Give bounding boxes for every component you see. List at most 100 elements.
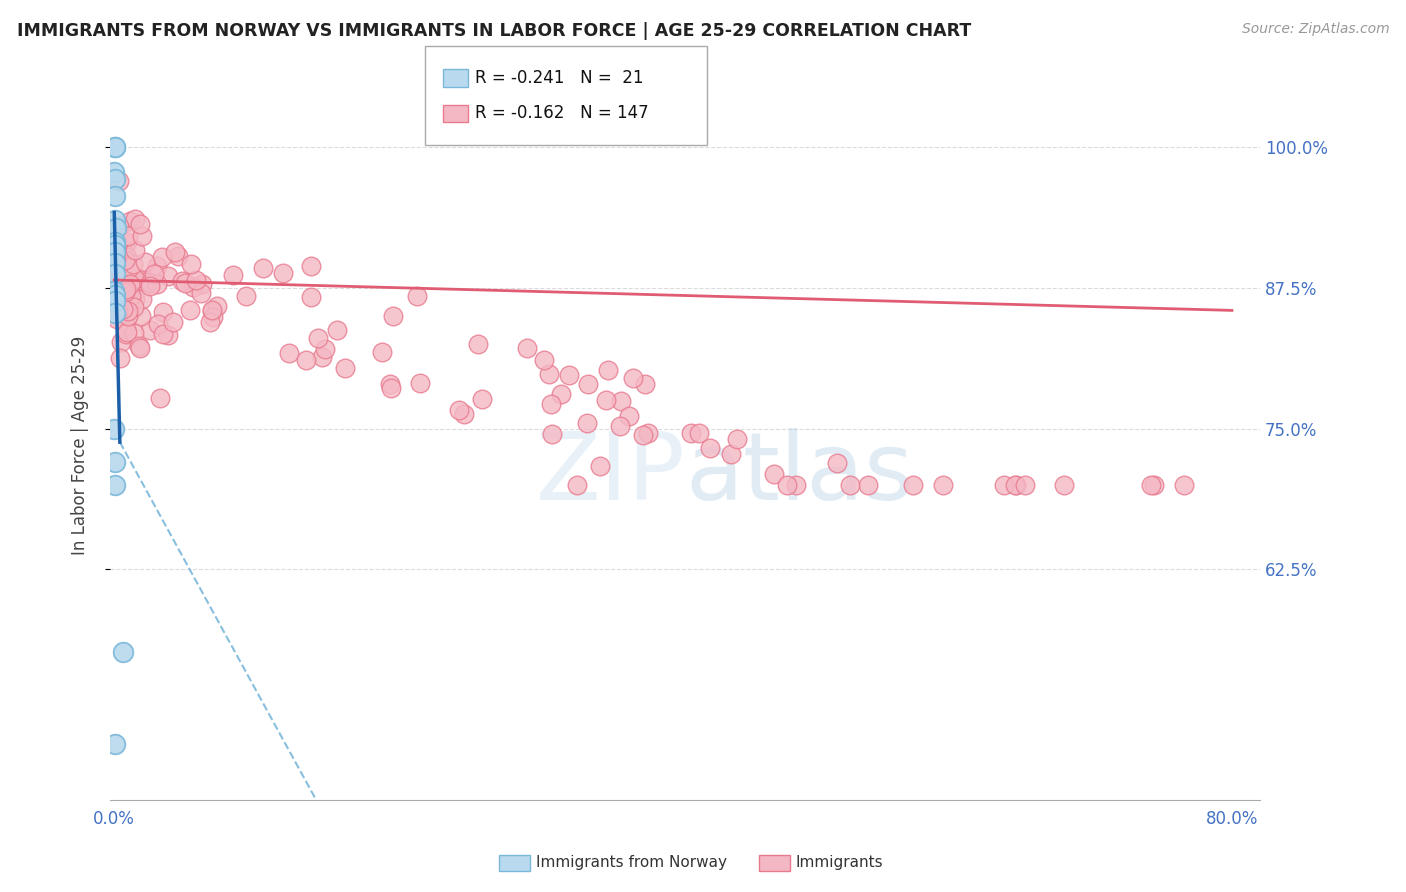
Point xyxy=(121,291,143,305)
Point xyxy=(124,272,146,286)
Text: R = -0.162   N = 147: R = -0.162 N = 147 xyxy=(475,104,648,122)
Point xyxy=(609,419,631,434)
Point xyxy=(105,299,128,313)
Point xyxy=(118,260,141,275)
Point xyxy=(610,394,633,409)
Point xyxy=(110,270,132,285)
Point xyxy=(117,304,139,318)
Point xyxy=(152,305,174,319)
Point xyxy=(131,293,153,307)
Point xyxy=(131,229,153,244)
Point xyxy=(191,277,214,291)
Point xyxy=(115,326,138,340)
Point xyxy=(146,317,169,331)
Point xyxy=(467,336,489,351)
Point xyxy=(294,352,316,367)
Point xyxy=(117,285,139,299)
Point xyxy=(112,244,135,258)
Point xyxy=(114,320,136,334)
Point xyxy=(634,376,657,391)
Point xyxy=(201,303,224,318)
Text: IMMIGRANTS FROM NORWAY VS IMMIGRANTS IN LABOR FORCE | AGE 25-29 CORRELATION CHAR: IMMIGRANTS FROM NORWAY VS IMMIGRANTS IN … xyxy=(17,22,972,40)
Point xyxy=(104,244,127,259)
Point xyxy=(596,363,619,377)
Point xyxy=(1014,478,1036,492)
Point xyxy=(688,425,710,440)
Point xyxy=(163,245,186,260)
Point xyxy=(120,213,142,227)
Point xyxy=(128,339,150,353)
Point xyxy=(314,342,336,356)
Point xyxy=(299,290,322,304)
Point xyxy=(471,392,494,406)
Point xyxy=(134,254,156,268)
Point xyxy=(114,278,136,293)
Point xyxy=(311,350,333,364)
Point xyxy=(122,273,145,287)
Point xyxy=(149,391,172,405)
Point xyxy=(131,309,153,323)
Point xyxy=(108,219,131,233)
Point xyxy=(111,302,134,317)
Point xyxy=(447,403,470,417)
Point xyxy=(114,252,136,267)
Point xyxy=(114,282,136,296)
Point xyxy=(186,273,208,287)
Point xyxy=(533,353,555,368)
Point xyxy=(785,478,807,492)
Point xyxy=(557,368,579,382)
Point xyxy=(993,478,1015,492)
Point xyxy=(120,289,142,303)
Point xyxy=(104,140,127,154)
Point xyxy=(108,174,131,188)
Point xyxy=(201,302,224,317)
Point xyxy=(408,376,430,391)
Point xyxy=(565,478,588,492)
Point xyxy=(205,299,228,313)
Point xyxy=(108,281,131,295)
Point xyxy=(124,292,146,306)
Point xyxy=(104,268,127,282)
Point xyxy=(157,328,180,343)
Point xyxy=(104,455,127,469)
Point xyxy=(679,425,702,440)
Point xyxy=(166,249,188,263)
Point xyxy=(1053,478,1076,492)
Point xyxy=(856,478,879,492)
Point xyxy=(103,165,125,179)
Point xyxy=(122,326,145,340)
Text: Immigrants from Norway: Immigrants from Norway xyxy=(536,855,727,870)
Point xyxy=(122,300,145,314)
Point xyxy=(550,387,572,401)
Point xyxy=(162,315,184,329)
Point xyxy=(104,188,127,202)
Point xyxy=(1004,478,1026,492)
Point xyxy=(172,274,194,288)
Point xyxy=(108,351,131,365)
Point xyxy=(129,341,152,355)
Point xyxy=(1173,478,1195,492)
Point xyxy=(143,267,166,281)
Point xyxy=(156,269,179,284)
Point xyxy=(838,478,860,492)
Text: atlas: atlas xyxy=(685,428,914,520)
Point xyxy=(105,277,128,292)
Point xyxy=(326,323,349,337)
Point xyxy=(104,265,127,279)
Point xyxy=(103,235,125,249)
Point xyxy=(104,294,127,309)
Point xyxy=(134,276,156,290)
Point xyxy=(198,315,221,329)
Point xyxy=(104,221,127,235)
Point xyxy=(380,381,402,395)
Point xyxy=(124,211,146,226)
Point xyxy=(107,304,129,318)
Point xyxy=(307,331,329,345)
Point xyxy=(595,393,617,408)
Point xyxy=(453,407,475,421)
Point xyxy=(299,259,322,273)
Point xyxy=(139,279,162,293)
Point xyxy=(131,271,153,285)
Point xyxy=(699,442,721,456)
Point xyxy=(617,409,640,424)
